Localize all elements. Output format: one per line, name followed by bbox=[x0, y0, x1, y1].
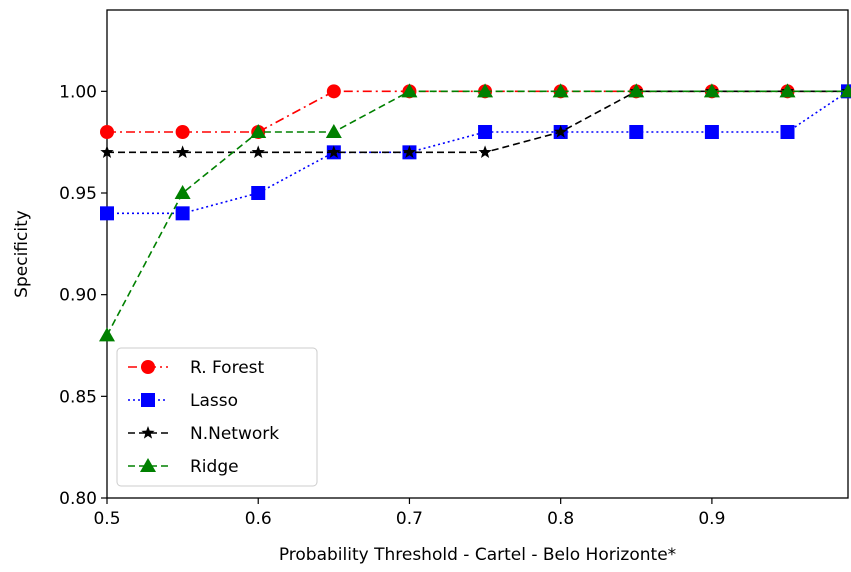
data-point bbox=[251, 186, 266, 200]
y-axis: 0.80 0.85 0.90 0.95 1.00 bbox=[59, 82, 107, 509]
series-line bbox=[107, 90, 849, 215]
x-tick-label: 0.6 bbox=[245, 509, 272, 529]
series-ridge bbox=[99, 83, 851, 342]
legend-label: N.Network bbox=[190, 424, 279, 444]
data-point bbox=[554, 125, 568, 138]
data-point bbox=[325, 124, 342, 138]
data-point bbox=[629, 125, 644, 139]
legend-label: Ridge bbox=[190, 457, 239, 477]
legend-label: Lasso bbox=[190, 391, 238, 411]
data-point bbox=[840, 83, 851, 98]
y-tick-label: 0.80 bbox=[59, 489, 97, 509]
data-point bbox=[779, 83, 796, 98]
y-axis-label: Specificity bbox=[12, 210, 32, 298]
plot-area bbox=[106, 9, 849, 499]
data-point bbox=[174, 185, 191, 199]
series-r-forest bbox=[100, 84, 851, 139]
series-layer bbox=[99, 83, 851, 342]
data-point bbox=[175, 125, 190, 139]
y-tick-label: 1.00 bbox=[59, 82, 97, 102]
series-line bbox=[106, 90, 848, 336]
legend-marker bbox=[141, 393, 155, 407]
y-tick-label: 0.90 bbox=[59, 286, 97, 306]
y-tick-label: 0.85 bbox=[59, 387, 97, 407]
plot-frame bbox=[106, 9, 849, 499]
legend-item: R. Forest bbox=[128, 358, 265, 378]
data-point bbox=[478, 145, 492, 158]
legend-marker bbox=[141, 426, 155, 439]
data-point bbox=[402, 145, 417, 158]
data-point bbox=[780, 125, 795, 139]
legend-item: Lasso bbox=[128, 391, 238, 411]
data-point bbox=[326, 84, 341, 99]
data-point bbox=[100, 206, 114, 221]
data-point bbox=[251, 145, 265, 158]
series-n-network bbox=[100, 84, 851, 158]
x-tick-label: 0.8 bbox=[547, 509, 574, 529]
data-point bbox=[552, 83, 569, 98]
data-point bbox=[401, 83, 418, 98]
legend-box bbox=[116, 347, 318, 487]
legend-item: Ridge bbox=[128, 457, 239, 477]
legend: R. Forest Lasso N.Network Ridge bbox=[116, 347, 318, 487]
x-tick-label: 0.5 bbox=[93, 509, 120, 529]
x-axis-label: Probability Threshold - Cartel - Belo Ho… bbox=[279, 545, 676, 565]
data-point bbox=[175, 206, 190, 221]
y-tick-label: 0.95 bbox=[59, 184, 97, 204]
legend-marker bbox=[141, 360, 155, 374]
data-point bbox=[99, 327, 115, 342]
data-point bbox=[628, 83, 645, 98]
x-tick-label: 0.9 bbox=[698, 509, 725, 529]
data-point bbox=[175, 145, 190, 158]
legend-marker bbox=[140, 458, 156, 472]
data-point bbox=[250, 124, 267, 138]
data-point bbox=[100, 145, 114, 158]
series-line bbox=[107, 90, 848, 154]
x-axis: 0.5 0.6 0.7 0.8 0.9 bbox=[93, 498, 725, 529]
data-point bbox=[477, 83, 494, 98]
data-point bbox=[703, 83, 720, 98]
x-tick-label: 0.7 bbox=[396, 509, 423, 529]
data-point bbox=[704, 125, 719, 139]
legend-label: R. Forest bbox=[190, 358, 265, 378]
data-point bbox=[327, 145, 341, 158]
legend-item: N.Network bbox=[128, 424, 279, 444]
data-point bbox=[100, 125, 114, 139]
series-line bbox=[107, 90, 848, 133]
data-point bbox=[478, 125, 493, 139]
